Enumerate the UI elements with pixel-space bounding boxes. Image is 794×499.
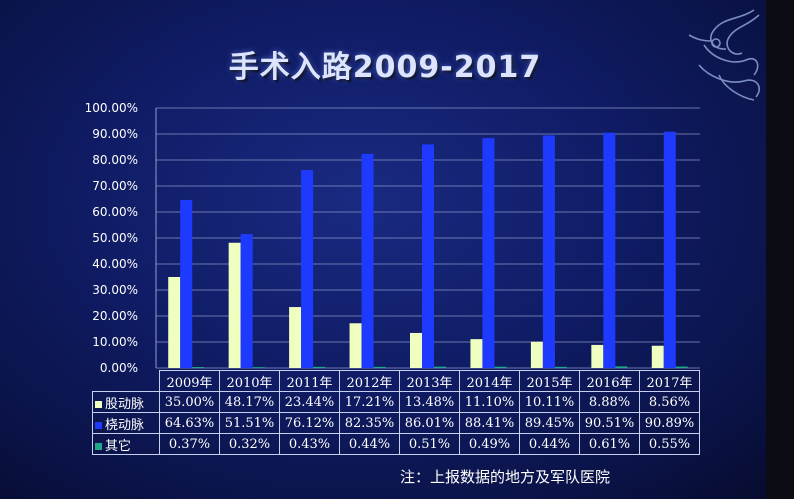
bar-radial — [482, 138, 495, 368]
y-tick-label: 100.00% — [84, 101, 138, 115]
bar-femoral — [651, 345, 664, 368]
series-name: 其它 — [105, 438, 132, 454]
table-cell: 90.89% — [639, 412, 700, 434]
bar-radial — [240, 234, 253, 368]
bar-femoral — [349, 323, 362, 368]
table-header-cell: 2014年 — [459, 370, 520, 392]
table-cell: 10.11% — [519, 391, 580, 413]
table-header-cell: 2013年 — [399, 370, 460, 392]
table-cell: 0.49% — [459, 433, 520, 455]
table-cell: 35.00% — [159, 391, 220, 413]
table-row-radial: 桡动脉 64.63% 51.51% 76.12% 82.35% 86.01% 8… — [92, 412, 700, 434]
bar-other — [675, 366, 688, 368]
bar-radial — [361, 153, 374, 368]
bar-other — [373, 366, 386, 368]
other-swatch — [95, 442, 102, 450]
chart-title: 手术入路2009-2017 — [228, 50, 542, 85]
bar-other — [554, 366, 567, 368]
table-header-cell: 2011年 — [279, 370, 340, 392]
table-row-femoral: 股动脉 35.00% 48.17% 23.44% 17.21% 13.48% 1… — [92, 391, 700, 413]
bar-other — [252, 367, 265, 368]
y-tick-label: 80.00% — [92, 153, 138, 167]
table-header-cell: 2016年 — [579, 370, 640, 392]
table-corner — [93, 371, 160, 392]
table-cell: 0.43% — [279, 433, 340, 455]
table-cell: 51.51% — [219, 412, 280, 434]
bar-femoral — [470, 339, 483, 368]
table-cell: 0.61% — [579, 433, 640, 455]
table-row-other: 其它 0.37% 0.32% 0.43% 0.44% 0.51% 0.49% 0… — [92, 433, 700, 455]
table-cell: 0.44% — [519, 433, 580, 455]
legend-other: 其它 — [92, 433, 160, 455]
bar-other — [494, 366, 507, 368]
footnote: 注：上报数据的地方及军队医院 — [400, 468, 611, 486]
y-tick-label: 70.00% — [92, 179, 138, 193]
table-header-cell: 2015年 — [519, 370, 580, 392]
bar-radial — [603, 132, 616, 368]
phoenix-ornament-icon — [688, 9, 760, 101]
y-tick-label: 0.00% — [99, 361, 138, 375]
y-tick-label: 40.00% — [92, 257, 138, 271]
table-cell: 89.45% — [519, 412, 580, 434]
table-header-cell: 2010年 — [219, 370, 280, 392]
series-name: 股动脉 — [105, 396, 145, 412]
bar-other — [615, 366, 628, 368]
y-tick-label: 30.00% — [92, 283, 138, 297]
bar-other — [192, 367, 205, 368]
bar-other — [434, 366, 446, 368]
bar-other — [313, 366, 326, 368]
y-tick-label: 60.00% — [92, 205, 138, 219]
table-header-cell: 2012年 — [339, 370, 400, 392]
bar-radial — [542, 135, 555, 368]
legend-radial: 桡动脉 — [92, 412, 160, 434]
table-header-row: 2009年 2010年 2011年 2012年 2013年 2014年 2015… — [93, 370, 700, 392]
legend-femoral: 股动脉 — [92, 391, 160, 413]
table-cell: 0.55% — [639, 433, 700, 455]
bar-femoral — [591, 344, 604, 368]
y-tick-label: 50.00% — [92, 231, 138, 245]
table-cell: 88.41% — [459, 412, 520, 434]
bar-femoral — [530, 341, 543, 368]
radial-swatch — [95, 421, 102, 429]
bar-radial — [301, 170, 314, 368]
table-cell: 0.37% — [159, 433, 220, 455]
y-tick-label: 20.00% — [92, 309, 138, 323]
table-header-cell: 2009年 — [159, 370, 220, 392]
bar-radial — [663, 131, 676, 368]
table-cell: 86.01% — [399, 412, 460, 434]
table-cell: 64.63% — [159, 412, 220, 434]
data-table: 2009年 2010年 2011年 2012年 2013年 2014年 2015… — [92, 370, 700, 455]
table-cell: 0.51% — [399, 433, 460, 455]
bar-femoral — [228, 242, 241, 368]
bar-radial — [180, 199, 193, 368]
table-cell: 48.17% — [219, 391, 280, 413]
bar-femoral — [289, 307, 302, 368]
table-cell: 76.12% — [279, 412, 340, 434]
series-name: 桡动脉 — [105, 417, 145, 433]
table-cell: 8.88% — [579, 391, 640, 413]
y-tick-label: 90.00% — [92, 127, 138, 141]
table-cell: 0.32% — [219, 433, 280, 455]
bar-femoral — [410, 332, 422, 368]
femoral-swatch — [95, 400, 102, 408]
table-cell: 82.35% — [339, 412, 400, 434]
table-cell: 8.56% — [639, 391, 700, 413]
table-header-cell: 2017年 — [639, 370, 700, 392]
y-tick-label: 10.00% — [92, 335, 138, 349]
screen-edge — [766, 0, 794, 499]
bar-femoral — [168, 277, 181, 368]
table-cell: 90.51% — [579, 412, 640, 434]
bar-radial — [422, 144, 434, 368]
table-cell: 0.44% — [339, 433, 400, 455]
table-cell: 13.48% — [399, 391, 460, 413]
table-cell: 11.10% — [459, 391, 520, 413]
table-cell: 17.21% — [339, 391, 400, 413]
table-cell: 23.44% — [279, 391, 340, 413]
